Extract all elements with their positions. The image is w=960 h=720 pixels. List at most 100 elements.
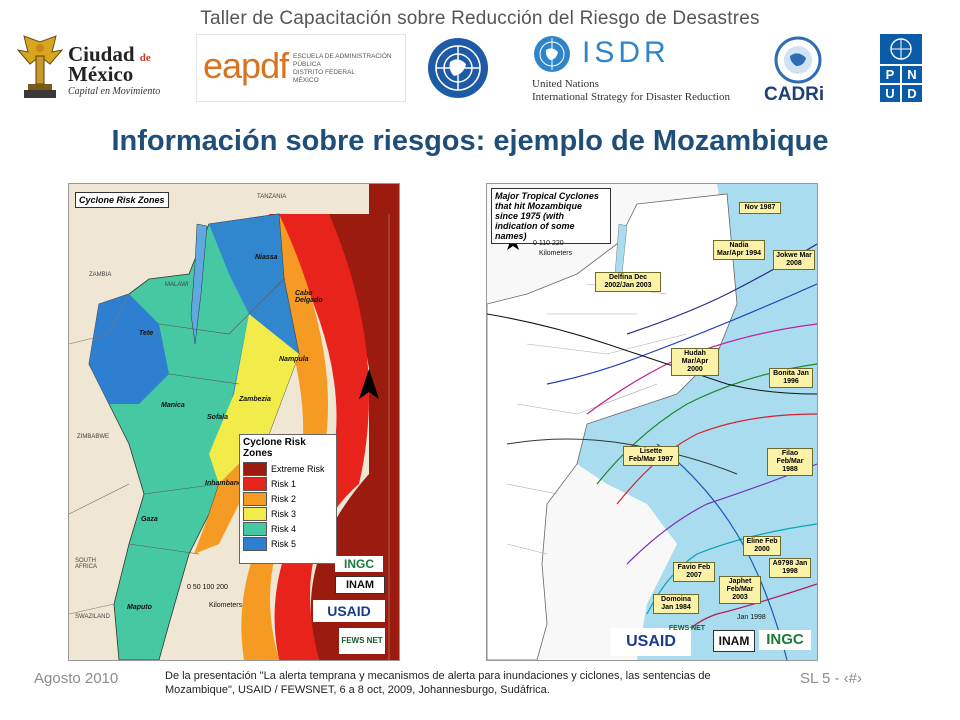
cyclone-risk-map: Cyclone Risk Zones TANZANIA ZAMBIA MALAW… xyxy=(68,183,400,661)
legend-label: Extreme Risk xyxy=(271,463,325,474)
legend-label: Risk 2 xyxy=(271,493,297,504)
ingc-badge: INGC xyxy=(335,556,383,572)
cyclone-tag: Favio Feb 2007 xyxy=(673,562,715,582)
eapdf-line2: DISTRITO FEDERAL xyxy=(293,69,356,76)
place-inhambane: Inhambane xyxy=(205,480,242,487)
legend-title: Cyclone Risk Zones xyxy=(243,437,306,459)
legend-item: Risk 4 xyxy=(240,521,336,536)
right-scale-unit: Kilometers xyxy=(539,250,573,257)
slide-number: SL 5 - ‹#› xyxy=(800,670,862,687)
fewsnet-badge: FEWS NET xyxy=(668,625,706,632)
legend-swatch xyxy=(243,536,267,551)
workshop-title: Taller de Capacitación sobre Reducción d… xyxy=(200,8,760,29)
cyclone-tracks-graphic xyxy=(487,184,817,660)
legend-swatch xyxy=(243,506,267,521)
legend-label: Risk 3 xyxy=(271,508,297,519)
cyclone-tag: Nadia Mar/Apr 1994 xyxy=(713,240,765,260)
eapdf-wordmark: eapdf xyxy=(203,45,289,86)
pnud-letter-d: D xyxy=(902,85,922,102)
cyclone-tag: Bonita Jan 1996 xyxy=(769,368,813,388)
cdmx-line1: Ciudad xyxy=(68,42,135,66)
right-map-title: Major Tropical Cyclones that hit Mozambi… xyxy=(491,188,611,244)
pnud-letter-n: N xyxy=(902,66,922,83)
place-gaza: Gaza xyxy=(141,516,158,523)
cyclone-tag: Lisette Feb/Mar 1997 xyxy=(623,446,679,466)
legend-item: Extreme Risk xyxy=(240,461,336,476)
cdmx-line2: de xyxy=(139,52,151,64)
inam-badge: INAM xyxy=(335,576,385,594)
fewsnet-badge: FEWS NET xyxy=(339,628,385,654)
cyclone-tag: A9798 Jan 1998 xyxy=(769,558,811,578)
usaid-badge: USAID xyxy=(313,600,385,622)
pnud-letter-p: P xyxy=(880,66,900,83)
ingc-badge: INGC xyxy=(759,630,811,650)
legend-label: Risk 4 xyxy=(271,523,297,534)
cyclone-tag: Jokwe Mar 2008 xyxy=(773,250,815,270)
isdr-logo: ISDR United Nations International Strate… xyxy=(530,34,740,104)
cdmx-logo: Ciudad de México Capital en Movimiento xyxy=(14,34,164,104)
eapdf-line3: MÉXICO xyxy=(293,77,319,84)
country-tanzania: TANZANIA xyxy=(257,194,287,200)
place-tete: Tete xyxy=(139,330,154,337)
legend-item: Risk 3 xyxy=(240,506,336,521)
legend-item: Risk 5 xyxy=(240,536,336,551)
cdmx-tagline: Capital en Movimiento xyxy=(68,86,161,97)
cyclone-tag: Nov 1987 xyxy=(739,202,781,214)
cdmx-line3: México xyxy=(68,62,134,86)
place-sofala: Sofala xyxy=(207,414,229,421)
place-niassa: Niassa xyxy=(255,254,278,261)
eapdf-logo: eapdf ESCUELA DE ADMINISTRACIÓN PÚBLICA … xyxy=(196,34,406,102)
place-nampula: Nampula xyxy=(279,356,309,363)
tropical-cyclones-map: Major Tropical Cyclones that hit Mozambi… xyxy=(486,183,818,661)
country-zimbabwe: ZIMBABWE xyxy=(77,434,110,440)
un-globe-icon xyxy=(534,36,570,72)
un-emblem-icon xyxy=(428,38,488,98)
legend-label: Risk 5 xyxy=(271,538,297,549)
risk-legend: Cyclone Risk Zones Extreme Risk Risk 1 R… xyxy=(239,434,337,564)
cyclone-tag: Filao Feb/Mar 1988 xyxy=(767,448,813,476)
slide-title: Información sobre riesgos: ejemplo de Mo… xyxy=(111,125,829,157)
country-malawi: MALAWI xyxy=(165,282,189,288)
footer-source: De la presentación "La alerta temprana y… xyxy=(165,670,711,696)
country-swaziland: SWAZILAND xyxy=(75,614,110,620)
isdr-wordmark: ISDR xyxy=(582,36,670,69)
legend-swatch xyxy=(243,461,267,476)
cadri-wordmark: CADRi xyxy=(764,84,825,105)
left-scale-bar: 0 50 100 200 xyxy=(187,584,228,591)
isdr-line2: International Strategy for Disaster Redu… xyxy=(532,91,730,103)
cyclone-tag: Hudah Mar/Apr 2000 xyxy=(671,348,719,376)
cadri-globe-icon xyxy=(774,36,822,84)
cadri-logo: CADRi xyxy=(762,34,834,106)
angel-icon xyxy=(16,35,64,98)
pnud-letter-u: U xyxy=(880,85,900,102)
left-map-title: Cyclone Risk Zones xyxy=(75,192,169,208)
un-emblem xyxy=(424,34,492,102)
usaid-badge: USAID xyxy=(611,628,691,656)
legend-item: Risk 1 xyxy=(240,476,336,491)
place-manica: Manica xyxy=(161,402,185,409)
left-scale-unit: Kilometers xyxy=(209,602,243,609)
legend-label: Risk 1 xyxy=(271,478,297,489)
footer-date: Agosto 2010 xyxy=(34,670,119,687)
country-zambia: ZAMBIA xyxy=(89,272,112,278)
un-wreath-icon xyxy=(890,38,912,60)
legend-swatch xyxy=(243,476,267,491)
eapdf-line1: ESCUELA DE ADMINISTRACIÓN PÚBLICA xyxy=(293,53,392,68)
pnud-logo: P N U D xyxy=(880,34,922,104)
cyclone-label: Jan 1998 xyxy=(737,614,766,621)
place-zambezia: Zambezia xyxy=(239,396,271,403)
place-maputo: Maputo xyxy=(127,604,152,611)
cyclone-tag: Domoina Jan 1984 xyxy=(653,594,699,614)
legend-swatch xyxy=(243,521,267,536)
inam-badge: INAM xyxy=(713,630,755,652)
cyclone-tag: Delfina Dec 2002/Jan 2003 xyxy=(595,272,661,292)
legend-swatch xyxy=(243,491,267,506)
legend-item: Risk 2 xyxy=(240,491,336,506)
country-south-africa: SOUTH AFRICA xyxy=(75,558,98,570)
right-scale-bar: 0 110 220 xyxy=(533,240,564,247)
logo-bar: Ciudad de México Capital en Movimiento e… xyxy=(0,30,960,108)
isdr-line1: United Nations xyxy=(532,78,599,90)
cyclone-tag: Eline Feb 2000 xyxy=(743,536,781,556)
pnud-emblem xyxy=(880,34,922,64)
place-cabo-delgado: Cabo Delgado xyxy=(295,290,323,304)
